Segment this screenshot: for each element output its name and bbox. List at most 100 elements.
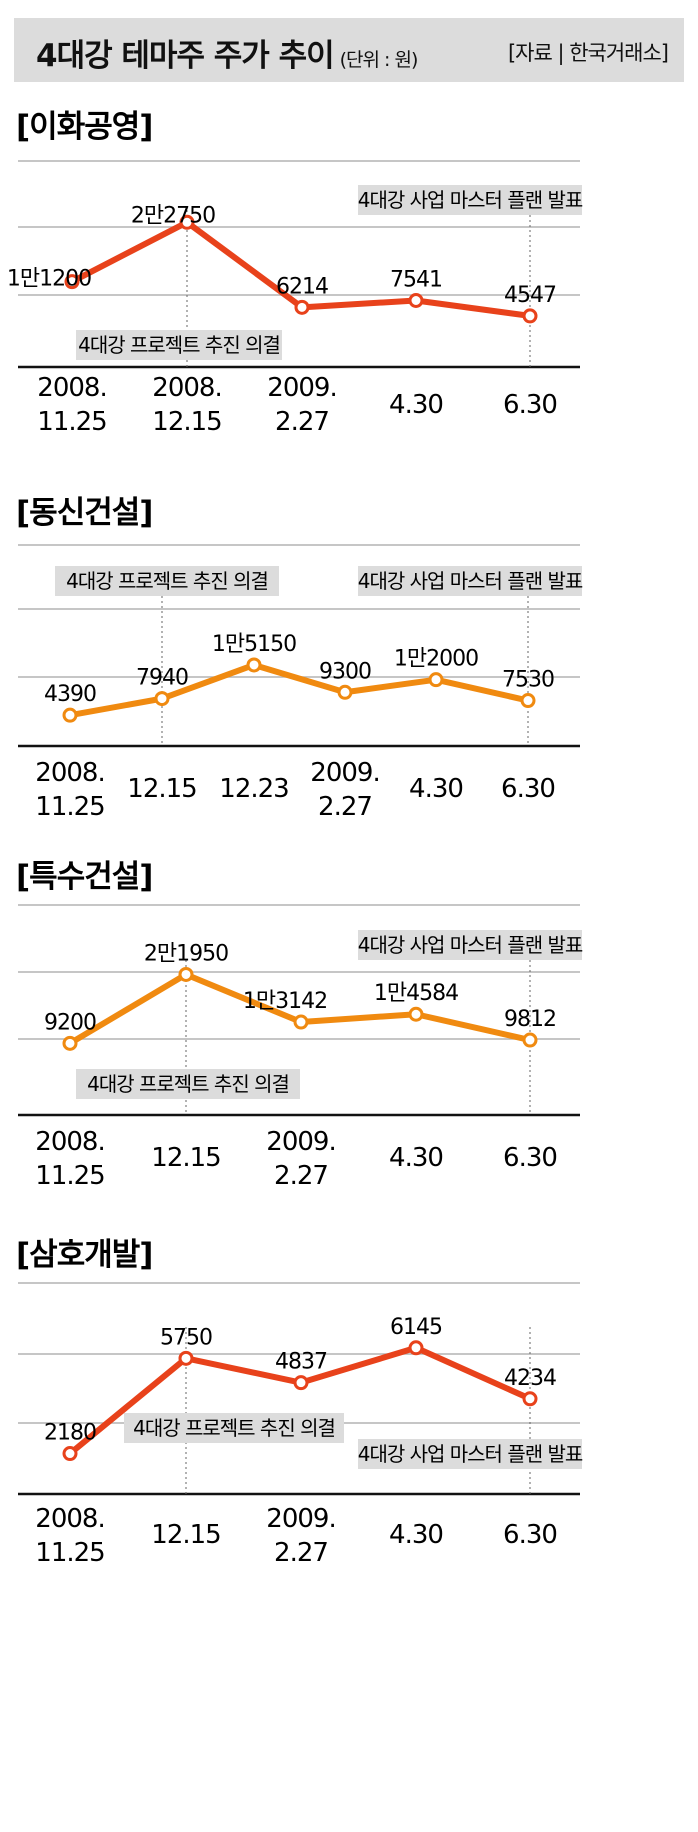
x-tick-label: 2.27 — [318, 792, 372, 822]
annotation-master-plan-text: 4대강 사업 마스터 플랜 발표 — [358, 933, 583, 957]
x-tick-label: 2008. — [35, 1504, 104, 1534]
data-label: 6214 — [276, 274, 328, 299]
data-label: 4234 — [504, 1366, 556, 1391]
x-tick-label: 12.15 — [151, 1520, 220, 1550]
data-label: 4547 — [504, 283, 556, 308]
data-point — [154, 691, 170, 707]
annotation-project-text: 4대강 프로젝트 추진 의결 — [78, 333, 280, 357]
x-tick-label: 11.25 — [35, 792, 104, 822]
annotation-master-plan-bg — [358, 566, 582, 596]
data-point — [522, 1032, 538, 1048]
annotation-project-bg — [76, 330, 282, 360]
x-tick-label: 4.30 — [409, 774, 463, 804]
annotation-master-plan-bg — [358, 930, 582, 960]
data-point — [522, 308, 538, 324]
annotation-project: 4대강 프로젝트 추진 의결 — [124, 1413, 344, 1443]
x-tick-label: 6.30 — [503, 390, 557, 420]
x-tick-label: 6.30 — [503, 1143, 557, 1173]
x-tick-label: 2009. — [310, 758, 379, 788]
data-point — [179, 214, 195, 230]
x-tick-label: 6.30 — [503, 1520, 557, 1550]
x-tick-label: 2.27 — [274, 1161, 328, 1191]
data-label: 6145 — [390, 1315, 442, 1340]
data-label: 5750 — [160, 1325, 212, 1350]
panel-dongshin: [동신건설] 4대강 프로젝트 추진 의결 4대강 사업 마스터 플랜 발표 4390… — [16, 495, 584, 822]
data-point — [62, 1035, 78, 1051]
annotation-project-text: 4대강 프로젝트 추진 의결 — [66, 569, 268, 593]
annotation-project: 4대강 프로젝트 추진 의결 — [76, 1069, 300, 1099]
panel-title: [이화공영] — [16, 109, 152, 145]
annotation-project-text: 4대강 프로젝트 추진 의결 — [133, 1416, 335, 1440]
panel-samho: [삼호개발] 4대강 프로젝트 추진 의결 4대강 사업 마스터 플랜 발표 2180… — [16, 1237, 584, 1568]
data-label: 1만1200 — [7, 267, 91, 292]
x-tick-label: 2.27 — [275, 407, 329, 437]
x-tick-label: 4.30 — [389, 390, 443, 420]
annotation-project-bg — [124, 1413, 344, 1443]
x-tick-label: 11.25 — [35, 1538, 104, 1568]
data-point — [408, 1006, 424, 1022]
data-label: 7940 — [136, 666, 188, 691]
x-tick-label: 11.25 — [35, 1161, 104, 1191]
x-tick-label: 12.15 — [127, 774, 196, 804]
data-point — [293, 1014, 309, 1030]
x-tick-label: 2009. — [267, 373, 336, 403]
x-tick-label: 2008. — [35, 758, 104, 788]
annotation-master-plan-text: 4대강 사업 마스터 플랜 발표 — [358, 188, 583, 212]
x-tick-label: 6.30 — [501, 774, 555, 804]
x-tick-label: 2008. — [152, 373, 221, 403]
annotation-project-bg — [76, 1069, 300, 1099]
x-tick-label: 4.30 — [389, 1520, 443, 1550]
data-point — [62, 1446, 78, 1462]
annotation-master-plan: 4대강 사업 마스터 플랜 발표 — [358, 930, 584, 960]
data-label: 4390 — [44, 682, 96, 707]
data-point — [294, 299, 310, 315]
header-source: [자료 | 한국거래소] — [507, 41, 669, 65]
x-tick-label: 12.23 — [219, 774, 288, 804]
data-label: 7530 — [502, 668, 554, 693]
annotation-master-plan-bg — [358, 1439, 582, 1469]
data-point — [178, 966, 194, 982]
data-point — [522, 1391, 538, 1407]
data-point — [178, 1350, 194, 1366]
data-label: 7541 — [390, 268, 442, 293]
data-label: 9812 — [504, 1007, 556, 1032]
panel-teuksu: [특수건설] 4대강 프로젝트 추진 의결 4대강 사업 마스터 플랜 발표 9200… — [16, 859, 584, 1191]
data-point — [64, 274, 80, 290]
data-point — [520, 693, 536, 709]
x-tick-label: 2008. — [35, 1127, 104, 1157]
annotation-project-text: 4대강 프로젝트 추진 의결 — [87, 1072, 289, 1096]
data-point — [337, 684, 353, 700]
annotation-master-plan: 4대강 사업 마스터 플랜 발표 — [358, 1439, 584, 1469]
panel-ihwa: [이화공영] 4대강 프로젝트 추진 의결 4대강 사업 마스터 플랜 발표 1만12… — [7, 109, 584, 437]
data-label: 1만3142 — [243, 989, 327, 1014]
x-tick-label: 11.25 — [37, 407, 106, 437]
data-label: 1만4584 — [374, 981, 458, 1006]
data-label: 1만2000 — [394, 647, 478, 672]
annotation-master-plan-text: 4대강 사업 마스터 플랜 발표 — [358, 569, 583, 593]
chart-header: 4대강 테마주 주가 추이 (단위 : 원) [자료 | 한국거래소] — [14, 18, 684, 82]
x-tick-label: 2009. — [266, 1127, 335, 1157]
data-label: 9300 — [319, 659, 371, 684]
header-title: 4대강 테마주 주가 추이 (단위 : 원) — [36, 30, 419, 75]
data-point — [246, 657, 262, 673]
data-point — [408, 1340, 424, 1356]
header-unit: (단위 : 원) — [339, 49, 419, 71]
data-label: 4837 — [275, 1350, 327, 1375]
x-tick-label: 2008. — [37, 373, 106, 403]
x-tick-label: 2.27 — [274, 1538, 328, 1568]
panel-title: [특수건설] — [16, 859, 152, 895]
panel-title: [동신건설] — [16, 495, 152, 531]
header-title-text: 4대강 테마주 주가 추이 — [36, 38, 335, 74]
annotation-project-bg — [55, 566, 279, 596]
x-tick-label: 4.30 — [389, 1143, 443, 1173]
x-tick-label: 12.15 — [151, 1143, 220, 1173]
data-point — [293, 1375, 309, 1391]
data-label: 2180 — [44, 1421, 96, 1446]
annotation-master-plan-bg — [358, 185, 582, 215]
annotation-project: 4대강 프로젝트 추진 의결 — [55, 566, 279, 596]
annotation-master-plan-text: 4대강 사업 마스터 플랜 발표 — [358, 1442, 583, 1466]
data-point — [62, 707, 78, 723]
x-tick-label: 12.15 — [152, 407, 221, 437]
data-label: 1만5150 — [212, 632, 296, 657]
annotation-master-plan: 4대강 사업 마스터 플랜 발표 — [358, 566, 584, 596]
